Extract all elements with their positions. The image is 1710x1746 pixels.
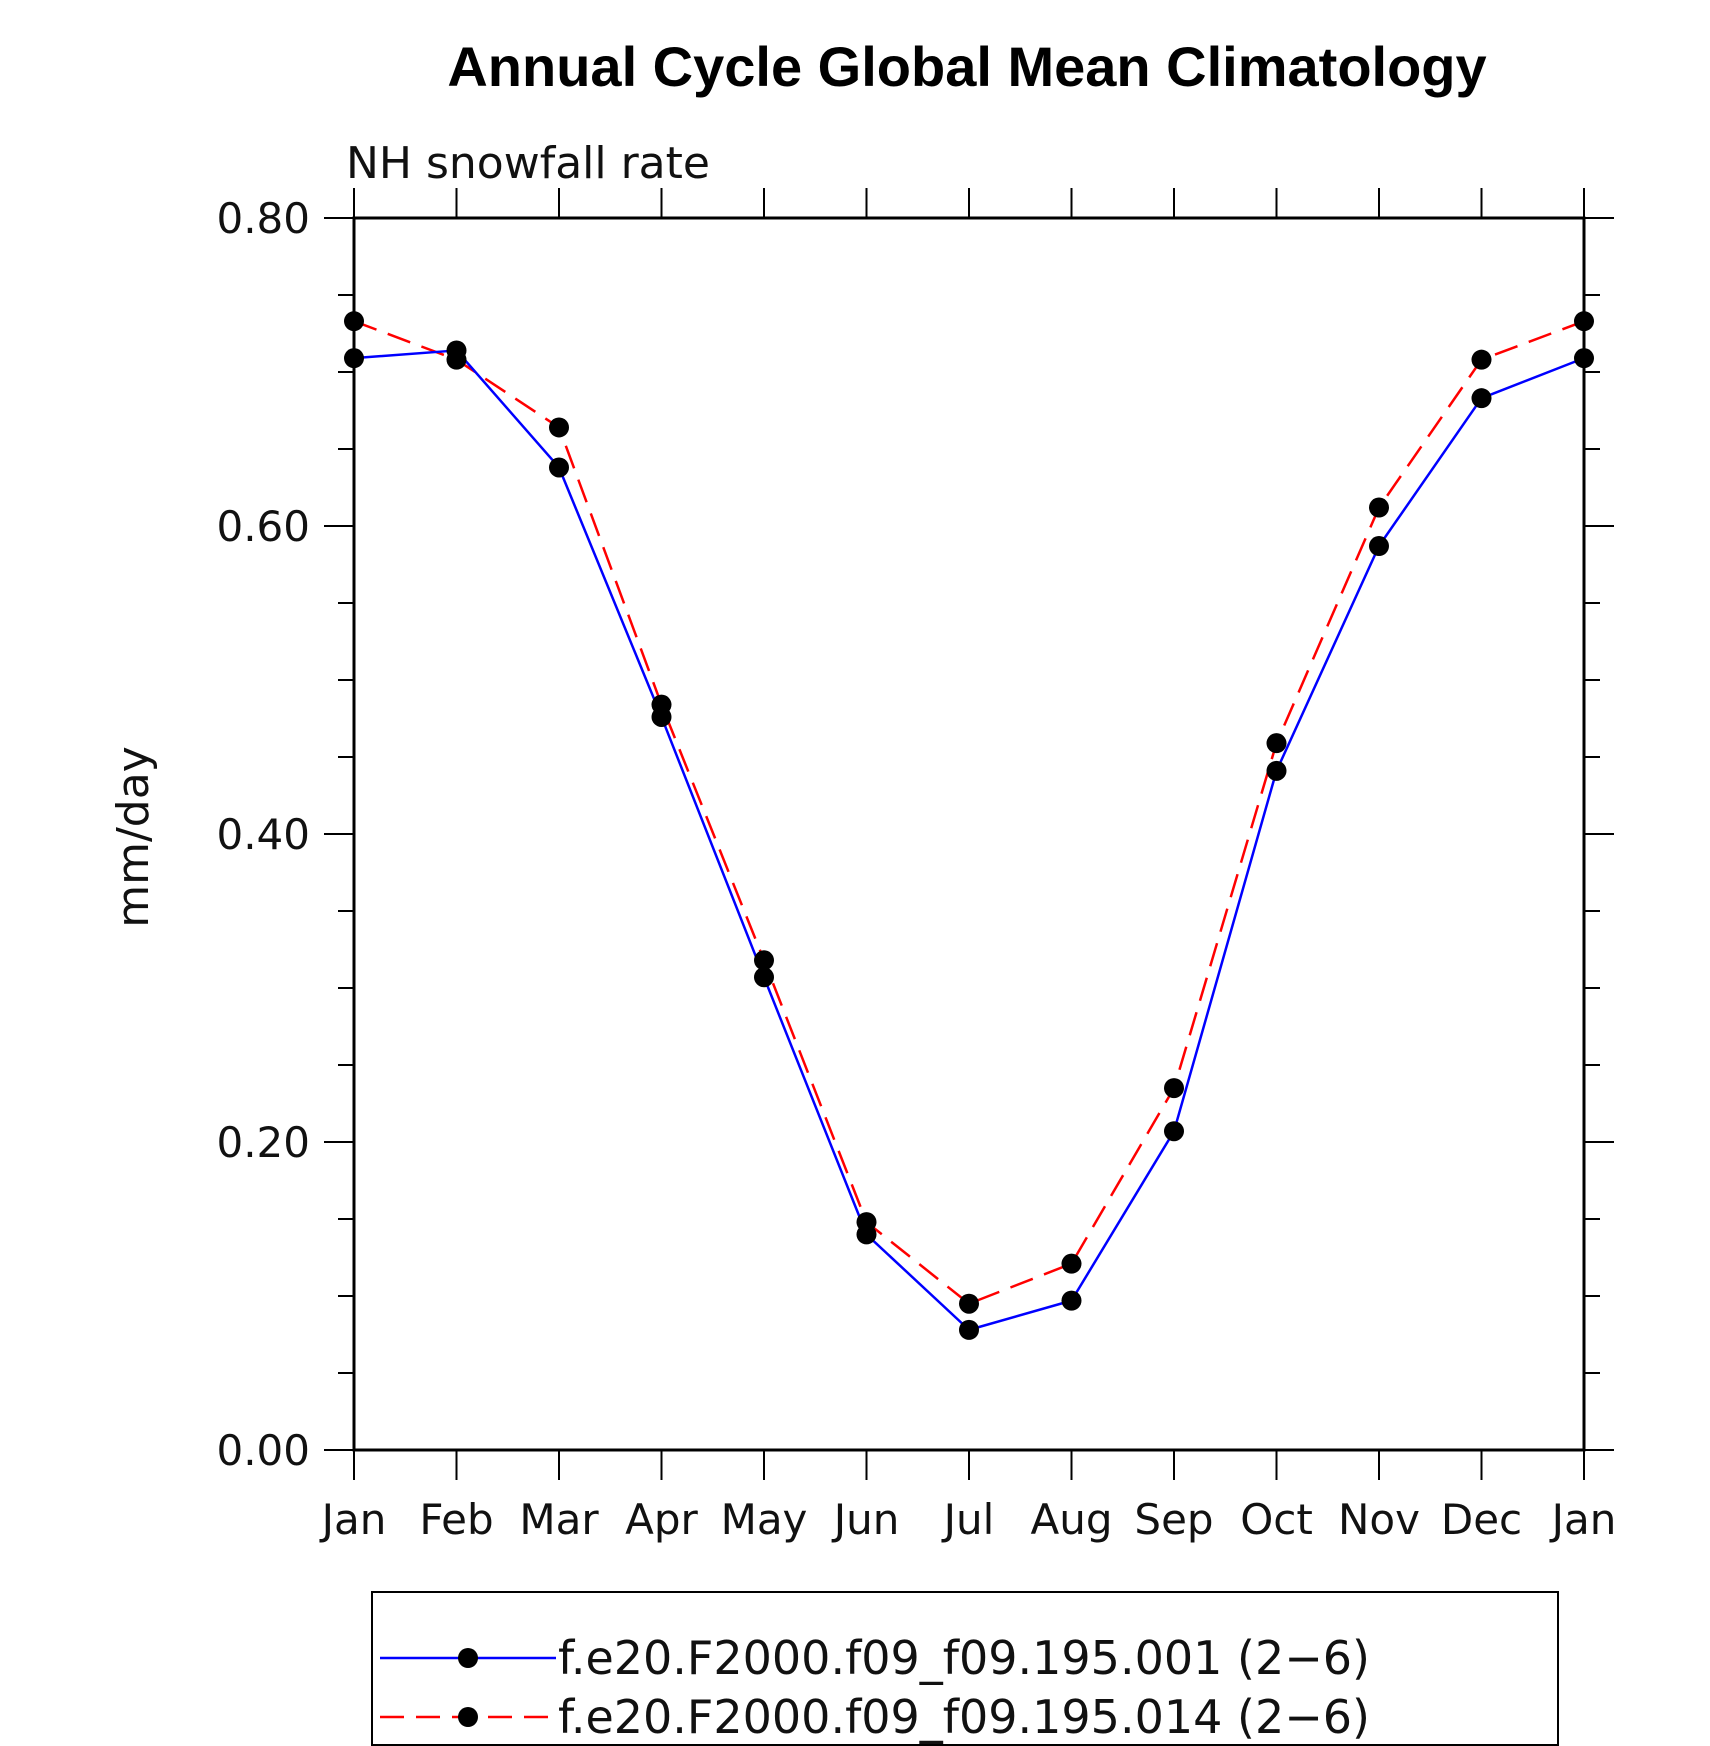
x-tick-label: Oct xyxy=(1240,1495,1313,1544)
x-axis-ticks: Jan Feb Mar Apr May Jun Jul Aug Sep Oct Nov Dec Jan xyxy=(319,188,1617,1544)
x-tick-label: Nov xyxy=(1338,1495,1420,1544)
x-tick-label: May xyxy=(721,1495,808,1544)
data-point xyxy=(549,457,569,478)
y-tick-label: 0.80 xyxy=(216,194,310,243)
legend-marker xyxy=(458,1707,478,1727)
legend: f.e20.F2000.f09_f09.195.001 (2−6)f.e20.F… xyxy=(371,1591,1559,1746)
data-point xyxy=(1164,1121,1184,1142)
y-tick-label: 0.00 xyxy=(216,1426,310,1475)
data-point xyxy=(1369,497,1389,518)
chart-subtitle: NH snowfall rate xyxy=(346,138,710,189)
data-point xyxy=(1061,1253,1082,1274)
data-point xyxy=(1574,348,1594,369)
data-point xyxy=(446,340,467,361)
data-point xyxy=(856,1224,877,1245)
data-point xyxy=(651,706,672,727)
data-point xyxy=(1061,1290,1082,1311)
data-point xyxy=(1471,349,1492,370)
legend-label: f.e20.F2000.f09_f09.195.014 (2−6) xyxy=(558,1690,1370,1744)
data-point xyxy=(344,348,364,369)
plot-border xyxy=(352,216,1586,1452)
data-point xyxy=(344,311,364,332)
x-tick-label: Jan xyxy=(1549,1495,1617,1544)
data-point xyxy=(1369,536,1389,557)
x-tick-label: Feb xyxy=(419,1495,493,1544)
data-point xyxy=(1266,760,1287,781)
x-tick-label: Aug xyxy=(1030,1495,1112,1544)
y-axis-ticks: 0.00 0.20 0.40 0.60 0.80 xyxy=(216,194,1614,1475)
x-tick-label: Jan xyxy=(319,1495,387,1544)
data-point xyxy=(754,967,774,988)
x-tick-label: Apr xyxy=(625,1495,698,1544)
series-line xyxy=(353,320,1585,1305)
data-point xyxy=(1266,733,1287,754)
series-layer xyxy=(344,311,1594,1340)
data-point xyxy=(549,417,569,438)
x-tick-label: Dec xyxy=(1441,1495,1522,1544)
legend-box xyxy=(371,1591,1559,1746)
x-tick-label: Jun xyxy=(831,1495,900,1544)
data-point xyxy=(1471,388,1492,409)
x-tick-label: Sep xyxy=(1134,1495,1213,1544)
legend-label: f.e20.F2000.f09_f09.195.001 (2−6) xyxy=(558,1631,1370,1685)
y-tick-label: 0.40 xyxy=(216,810,310,859)
y-tick-label: 0.60 xyxy=(216,502,310,551)
x-tick-label: Jul xyxy=(941,1495,995,1544)
x-tick-label: Mar xyxy=(519,1495,599,1544)
plot-frame xyxy=(352,216,1586,1452)
data-point xyxy=(754,950,774,971)
chart-title: Annual Cycle Global Mean Climatology xyxy=(447,35,1486,98)
series-line xyxy=(353,349,1585,1332)
legend-marker xyxy=(458,1648,478,1668)
data-point xyxy=(1164,1078,1184,1099)
y-tick-label: 0.20 xyxy=(216,1118,310,1167)
y-axis-label: mm/day xyxy=(108,746,159,927)
data-point xyxy=(959,1319,979,1340)
data-point xyxy=(1574,311,1594,332)
data-point xyxy=(959,1293,979,1314)
